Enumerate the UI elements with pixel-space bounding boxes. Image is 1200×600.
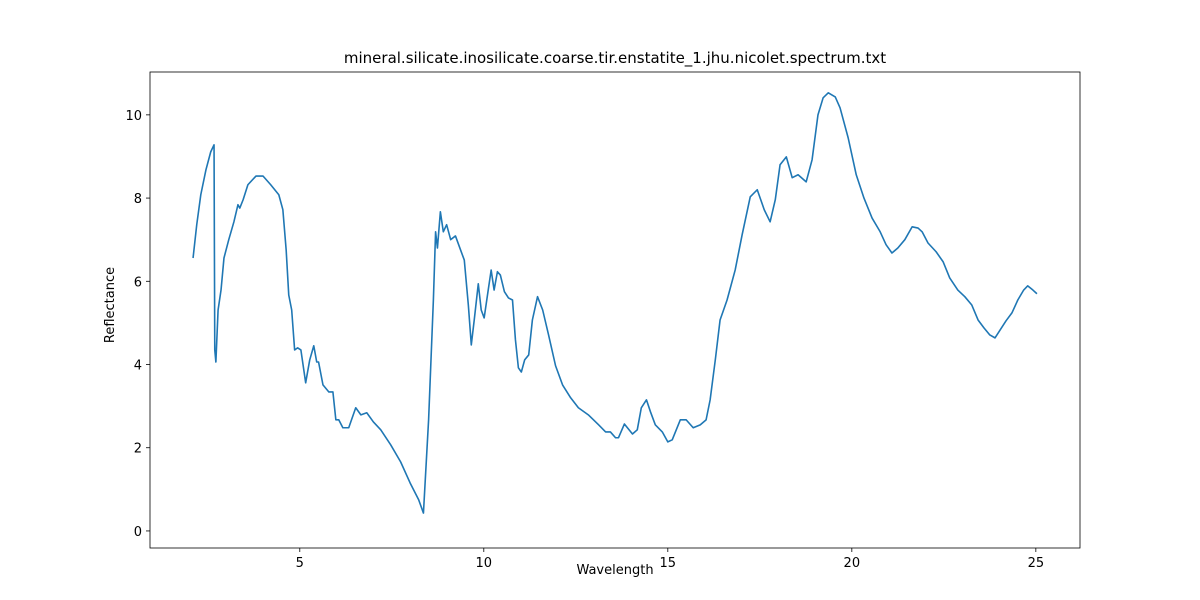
plot-frame	[149, 71, 1081, 549]
y-tick-label: 6	[134, 275, 142, 290]
x-tick-label: 5	[296, 556, 304, 571]
y-tick-label: 8	[134, 192, 142, 207]
chart-title: mineral.silicate.inosilicate.coarse.tir.…	[344, 49, 886, 68]
y-tick-label: 2	[134, 442, 142, 457]
x-tick-label: 20	[844, 556, 861, 571]
x-axis-label: Wavelength	[576, 563, 653, 578]
x-tick-label: 10	[476, 556, 493, 571]
data-line	[192, 92, 1038, 514]
x-tick-label: 25	[1028, 556, 1045, 571]
x-tick-label: 15	[660, 556, 677, 571]
y-tick-label: 10	[125, 109, 142, 124]
y-axis-label: Reflectance	[103, 267, 118, 343]
y-tick-label: 0	[134, 525, 142, 540]
y-tick-label: 4	[134, 359, 142, 374]
